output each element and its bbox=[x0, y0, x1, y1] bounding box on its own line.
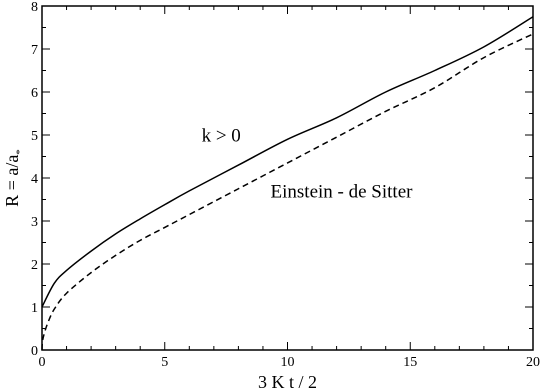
x-tick-label: 0 bbox=[39, 355, 46, 370]
annotation-label: k > 0 bbox=[202, 125, 241, 146]
y-tick-label: 3 bbox=[31, 215, 38, 230]
x-axis-label: 3 K t / 2 bbox=[258, 372, 317, 392]
y-tick-label: 0 bbox=[31, 344, 38, 359]
x-tick-label: 20 bbox=[526, 355, 540, 370]
series-line-dashed bbox=[41, 33, 534, 351]
series-line-solid bbox=[41, 16, 534, 308]
y-tick-label: 1 bbox=[31, 301, 38, 316]
x-tick-label: 15 bbox=[403, 355, 417, 370]
series-group bbox=[41, 16, 534, 351]
annotation-label: Einstein - de Sitter bbox=[271, 181, 414, 202]
y-axis-label-main: R = a/a bbox=[2, 155, 22, 207]
y-tick-label: 2 bbox=[31, 258, 38, 273]
y-tick-label: 5 bbox=[31, 129, 38, 144]
plot-frame bbox=[41, 5, 534, 351]
y-tick-label: 8 bbox=[31, 0, 38, 15]
x-tick-label: 10 bbox=[281, 355, 295, 370]
annotations: k > 0 Einstein - de Sitter bbox=[202, 125, 414, 202]
y-tick-label: 7 bbox=[31, 43, 38, 58]
y-tick-label: 6 bbox=[31, 86, 38, 101]
y-axis-label: R = a/a* bbox=[2, 149, 26, 207]
y-axis-label-subscript: * bbox=[14, 149, 26, 155]
y-tick-label: 4 bbox=[31, 172, 38, 187]
x-tick-label: 5 bbox=[161, 355, 168, 370]
